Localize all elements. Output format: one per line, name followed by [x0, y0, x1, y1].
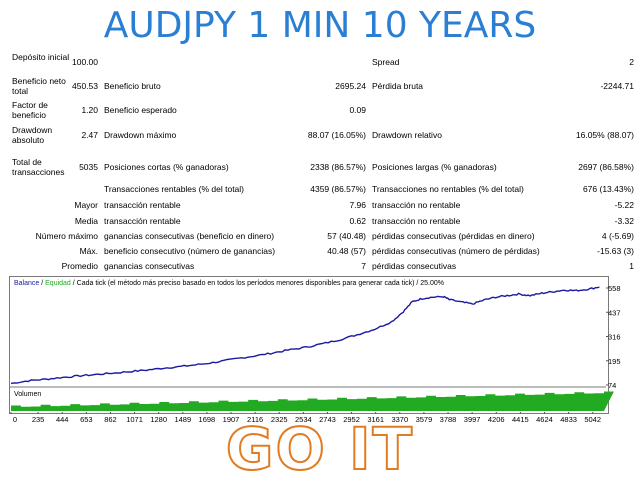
esperado-value: 0.09	[349, 105, 366, 115]
rentables-value: 4359 (86.57%)	[310, 184, 366, 194]
ben-consec-value: 40.48 (57)	[327, 246, 366, 256]
mayor-no-rentable-value: -5.22	[614, 200, 634, 210]
largas-value: 2697 (86.58%)	[578, 162, 634, 172]
perd-consec-num-label: pérdidas consecutivas (número de pérdida…	[372, 246, 540, 256]
y-tick-label: 316	[608, 333, 621, 342]
mayor-rentable-label: transacción rentable	[104, 200, 181, 210]
total-tx-value: 5035	[79, 162, 98, 172]
page-title: AUDJPY 1 MIN 10 YEARS	[103, 5, 537, 46]
no-rentables-value: 676 (13.43%)	[582, 184, 634, 194]
per-consec-label: pérdidas consecutivas (pérdidas en diner…	[372, 231, 535, 241]
perdida-bruta-value: -2244.71	[600, 81, 634, 91]
y-tick-label: 558	[608, 284, 621, 293]
media-no-rentable-value: -3.32	[614, 216, 634, 226]
drawdown-abs-label: Drawdown absoluto	[12, 125, 53, 145]
beneficio-bruto-label: Beneficio bruto	[104, 81, 161, 91]
num-max-prefix: Número máximo	[35, 231, 98, 241]
prom-gan-label: ganancias consecutivas	[104, 261, 195, 271]
mayor-rentable-value: 7.96	[349, 200, 366, 210]
y-tick-label: 195	[608, 357, 621, 366]
go-it-banner: GO IT	[225, 415, 415, 483]
cortas-value: 2338 (86.57%)	[310, 162, 366, 172]
drawdown-max-label: Drawdown máximo	[104, 130, 177, 140]
spread-label: Spread	[372, 57, 400, 67]
beneficio-neto-label: Beneficio neto total	[12, 76, 66, 96]
spread-value: 2	[629, 57, 634, 67]
total-tx-label: Total de transacciones	[12, 157, 65, 177]
mayor-prefix: Mayor	[74, 200, 98, 210]
drawdown-abs-value: 2.47	[81, 130, 98, 140]
deposito-value: 100.00	[72, 57, 98, 67]
prom-per-label: pérdidas consecutivas	[372, 261, 457, 271]
factor-label: Factor de beneficio	[12, 100, 48, 120]
drawdown-rel-value: 16.05% (88.07)	[575, 130, 634, 140]
media-rentable-label: transacción rentable	[104, 216, 181, 226]
largas-label: Posiciones largas (% ganadoras)	[372, 162, 497, 172]
balance-chart	[9, 276, 609, 414]
no-rentables-label: Transacciones no rentables (% del total)	[372, 184, 524, 194]
prom-per-value: 1	[629, 261, 634, 271]
media-prefix: Media	[74, 216, 98, 226]
esperado-label: Beneficio esperado	[104, 105, 177, 115]
ben-consec-label: beneficio consecutivo (número de gananci…	[104, 246, 276, 256]
perd-consec-num-value: -15.63 (3)	[597, 246, 634, 256]
max-prefix: Máx.	[79, 246, 98, 256]
deposito-label: Depósito inicial	[12, 52, 70, 62]
beneficio-bruto-value: 2695.24	[335, 81, 366, 91]
factor-value: 1.20	[81, 105, 98, 115]
per-consec-value: 4 (-5.69)	[601, 231, 634, 241]
gan-consec-value: 57 (40.48)	[327, 231, 366, 241]
prom-gan-value: 7	[361, 261, 366, 271]
y-tick-label: 74	[608, 381, 616, 390]
rentables-label: Transacciones rentables (% del total)	[104, 184, 245, 194]
promedio-prefix: Promedio	[61, 261, 98, 271]
media-no-rentable-label: transacción no rentable	[372, 216, 461, 226]
cortas-label: Posiciones cortas (% ganadoras)	[104, 162, 229, 172]
mayor-no-rentable-label: transacción no rentable	[372, 200, 461, 210]
beneficio-neto-value: 450.53	[72, 81, 98, 91]
drawdown-max-value: 88.07 (16.05%)	[307, 130, 366, 140]
media-rentable-value: 0.62	[349, 216, 366, 226]
drawdown-rel-label: Drawdown relativo	[372, 130, 442, 140]
y-tick-label: 437	[608, 308, 621, 317]
gan-consec-label: ganancias consecutivas (beneficio en din…	[104, 231, 275, 241]
perdida-bruta-label: Pérdida bruta	[372, 81, 424, 91]
